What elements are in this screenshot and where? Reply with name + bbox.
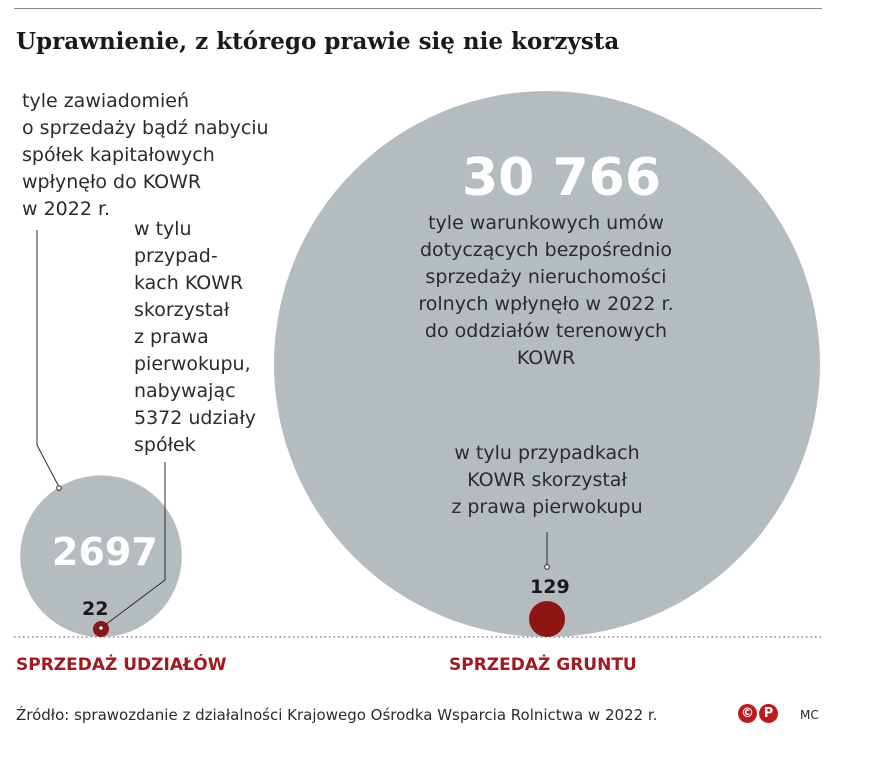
exercised-land-value: 129 [530, 576, 570, 598]
total-land-desc: tyle warunkowych umów dotyczących bezpoś… [418, 212, 674, 369]
publisher-logo: © P [738, 704, 778, 723]
bubble-total-land [274, 91, 820, 637]
leader-dot-exercised-shares [98, 625, 104, 631]
source-note: Źródło: sprawozdanie z działalności Kraj… [16, 706, 658, 724]
author-initials: MC [800, 708, 819, 722]
logo-p: P [759, 704, 778, 723]
exercised-shares-desc: w tylu przypad- kach KOWR skorzystał z p… [134, 218, 257, 456]
bubble-exercised-land [529, 601, 565, 637]
total-shares-desc: tyle zawiadomień o sprzedaży bądź nabyci… [22, 90, 269, 220]
bubble-total-shares [20, 475, 182, 637]
leader-exercised-shares [100, 462, 166, 629]
category-label-land: SPRZEDAŻ GRUNTU [449, 655, 637, 675]
logo-copyright: © [738, 704, 757, 723]
exercised-land-desc: w tylu przypadkach KOWR skorzystał z pra… [451, 442, 643, 518]
exercised-shares-value: 22 [82, 598, 109, 620]
top-rule [14, 8, 822, 9]
total-shares-value: 2697 [52, 530, 158, 574]
leader-dot-total-shares [56, 485, 62, 491]
leader-dot-exercised-land [544, 564, 550, 570]
leader-total-shares [36, 230, 60, 488]
chart-title: Uprawnienie, z którego prawie się nie ko… [16, 28, 620, 55]
total-land-value: 30 766 [462, 148, 662, 208]
category-label-shares: SPRZEDAŻ UDZIAŁÓW [16, 655, 227, 675]
